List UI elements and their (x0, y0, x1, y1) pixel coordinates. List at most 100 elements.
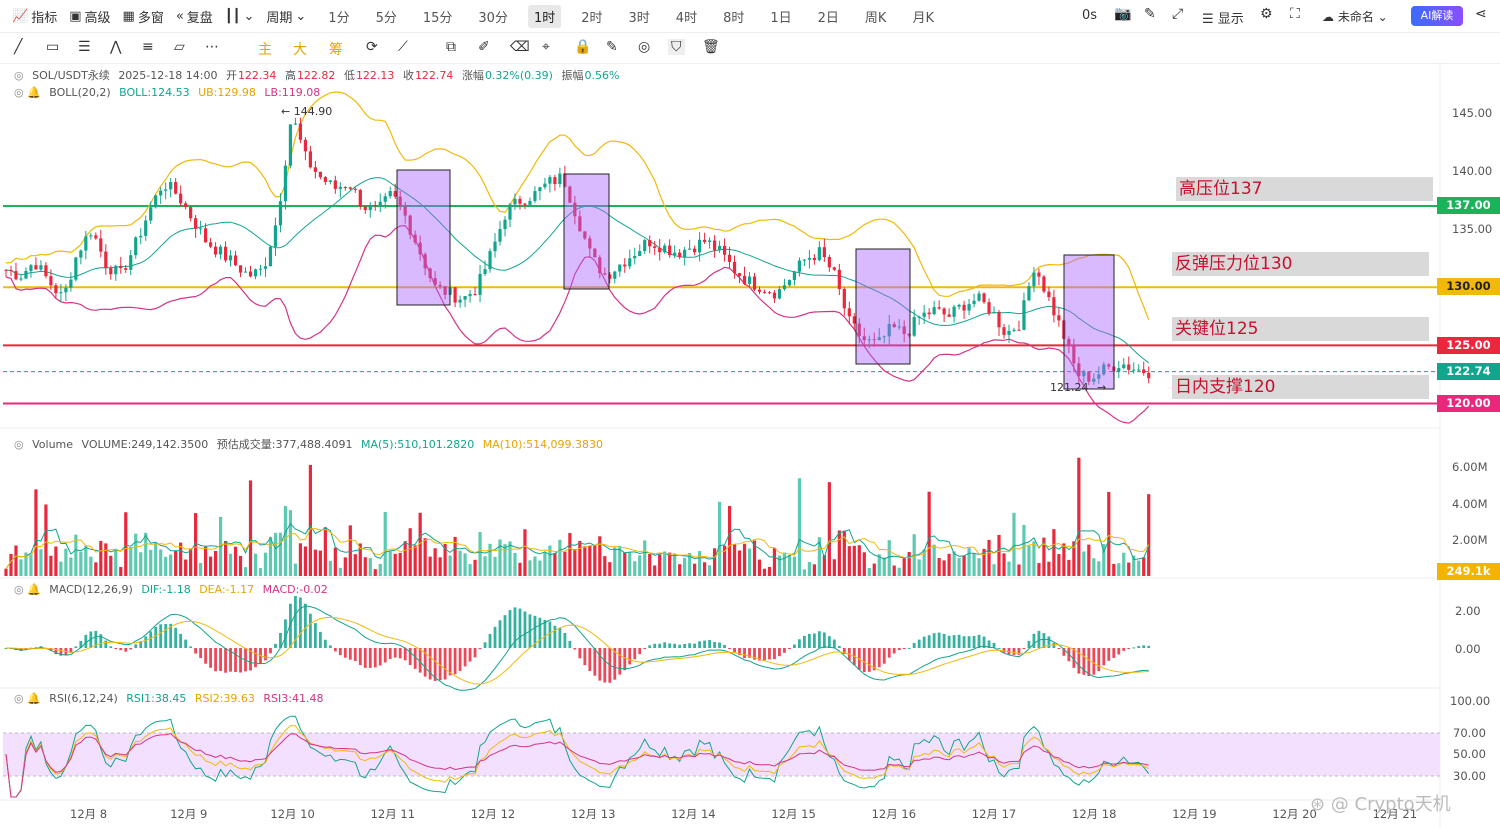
volume-bar (523, 529, 527, 576)
indicator-button[interactable]: 📈 指标 (12, 8, 58, 26)
layout-name-button[interactable]: ☁ 未命名 ⌄ (1322, 10, 1388, 24)
volume-bar (44, 504, 48, 576)
volume-bar (902, 558, 906, 576)
macd-histogram-bar (683, 643, 687, 648)
magnet-icon[interactable]: ⌖ (542, 39, 550, 55)
main-toggle[interactable]: 主 (258, 42, 272, 58)
eraser-icon[interactable]: ⌫ (510, 39, 530, 55)
macd-histogram-bar (358, 648, 362, 666)
volume-bar (837, 530, 841, 576)
volume-bar (248, 480, 253, 576)
timeframe-tab[interactable]: 2日 (817, 10, 839, 26)
timeframe-tab[interactable]: 1分 (328, 10, 350, 26)
eye-icon[interactable]: ◎ 🔔 (14, 583, 41, 596)
volume-bar (987, 539, 991, 576)
pencil-icon[interactable]: ✎ (1144, 6, 1156, 22)
sync-icon[interactable]: ⟳ (366, 39, 378, 55)
lock-icon[interactable]: 🔒 (574, 39, 592, 55)
macd-histogram-bar (688, 643, 692, 648)
volume-bar (877, 554, 881, 576)
volume-bar (144, 532, 148, 576)
timeframe-tab[interactable]: 4时 (675, 10, 698, 26)
timeframe-tab[interactable]: 8时 (723, 10, 745, 26)
visibility-icon[interactable]: ◎ (638, 39, 651, 55)
volume-bar (498, 539, 502, 576)
expand-icon[interactable]: ⤢ (1172, 6, 1184, 22)
volume-bar (373, 569, 377, 576)
eye-icon[interactable]: ◎ (14, 438, 24, 451)
timeframe-tab[interactable]: 1时 (527, 4, 562, 28)
zone-125-label[interactable]: 关键位125 (1172, 317, 1429, 341)
volume-bar (1122, 552, 1126, 576)
ai-button[interactable]: AI解读 (1411, 6, 1463, 26)
timeframe-tab[interactable]: 周K (864, 10, 887, 26)
filter-icon[interactable]: ⛉ (668, 39, 685, 55)
chip-toggle[interactable]: 筹 (329, 42, 343, 58)
shape-tool-icon[interactable]: ▱ (174, 39, 185, 55)
timeframe-tab[interactable]: 月K (912, 10, 934, 26)
timeframe-tab[interactable]: 2时 (581, 10, 603, 26)
candle-body (408, 215, 412, 235)
macd-histogram-bar (483, 642, 487, 648)
macd-histogram-bar (493, 626, 497, 648)
timeframe-tab[interactable]: 5分 (375, 10, 397, 26)
zone-130-label[interactable]: 反弹压力位130 (1172, 252, 1429, 276)
macd-histogram-bar (892, 648, 896, 654)
period-dropdown[interactable]: 周期 ⌄ (266, 8, 307, 26)
candle-body (648, 240, 652, 247)
volume-bar (413, 545, 417, 576)
candle-body (418, 242, 422, 255)
volume-bar (114, 548, 118, 576)
candle-body (1087, 371, 1091, 382)
candle-body (488, 251, 492, 270)
eye-icon[interactable]: ◎ 🔔 (14, 86, 41, 99)
candle-body (483, 269, 487, 274)
volume-bar (423, 538, 427, 576)
macd-histogram-bar (363, 648, 367, 668)
macd-histogram-bar (503, 615, 507, 648)
timeframe-tab[interactable]: 1日 (770, 10, 792, 26)
candle-body (717, 245, 722, 251)
parallel-tool-icon[interactable]: ☰ (78, 39, 91, 55)
measure-icon[interactable]: ⟋ (398, 39, 408, 55)
macd-histogram-bar (338, 648, 342, 656)
zone-137-label[interactable]: 高压位137 (1176, 177, 1433, 201)
candle-body (443, 286, 447, 295)
chart-type-button[interactable]: ┃┃ ⌄ (225, 9, 255, 24)
brush-icon[interactable]: ✐ (478, 39, 490, 55)
gear-icon[interactable]: ⚙ (1260, 6, 1273, 22)
zone-120-label[interactable]: 日内支撑120 (1172, 375, 1429, 399)
rsi-tick: 50.00 (1453, 747, 1486, 761)
advanced-button[interactable]: ▣ 高级 (69, 8, 111, 26)
fib-tool-icon[interactable]: ≡ (142, 39, 154, 55)
timeframe-tab[interactable]: 30分 (478, 10, 508, 26)
trash-icon[interactable]: 🗑 (702, 39, 720, 55)
candle-body (19, 278, 23, 280)
copy-icon[interactable]: ⧉ (446, 39, 456, 55)
share-icon[interactable]: ⋖ (1475, 6, 1487, 22)
rect-tool-icon[interactable]: ▭ (46, 39, 60, 55)
macd-histogram-bar (189, 646, 193, 648)
big-toggle[interactable]: 大 (293, 42, 307, 58)
candle-body (722, 245, 727, 255)
wave-tool-icon[interactable]: ⋀ (110, 39, 122, 55)
macd-histogram-bar (982, 636, 986, 648)
multi-window-button[interactable]: ▦ 多窗 (122, 8, 164, 26)
more-tools-icon[interactable]: ⋯ (205, 39, 219, 55)
candle-body (503, 219, 507, 230)
camera-icon[interactable]: 📷 (1114, 6, 1132, 22)
timeframe-tab[interactable]: 3时 (628, 10, 650, 26)
timeframe-tab[interactable]: 15分 (422, 10, 453, 26)
candle-body (468, 294, 472, 297)
note-icon[interactable]: ✎ (606, 39, 618, 55)
replay-button[interactable]: «复盘 (175, 8, 213, 26)
display-button[interactable]: ☰ 显示 (1202, 12, 1244, 27)
macd-histogram-bar (773, 648, 776, 660)
eye-icon[interactable]: ◎ (14, 69, 24, 82)
eye-icon[interactable]: ◎ 🔔 (14, 692, 41, 705)
fullscreen-icon[interactable]: ⛶ (1290, 6, 1300, 22)
line-tool-icon[interactable]: ╱ (14, 39, 23, 55)
volume-bar (717, 501, 722, 576)
macd-histogram-bar (1137, 645, 1141, 648)
